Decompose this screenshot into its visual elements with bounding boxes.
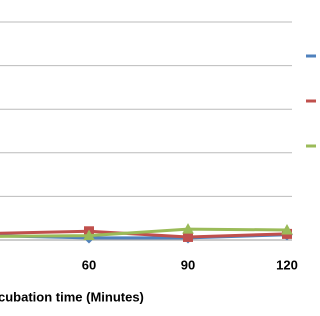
marker [182,223,194,234]
x-tick-label: 60 [82,257,96,272]
marker [83,229,95,241]
marker [183,231,193,242]
marker [281,223,293,235]
x-tick-label: 90 [181,257,195,272]
x-axis-title: cubation time (Minutes) [0,289,144,304]
x-tick-label: 120 [276,257,298,272]
